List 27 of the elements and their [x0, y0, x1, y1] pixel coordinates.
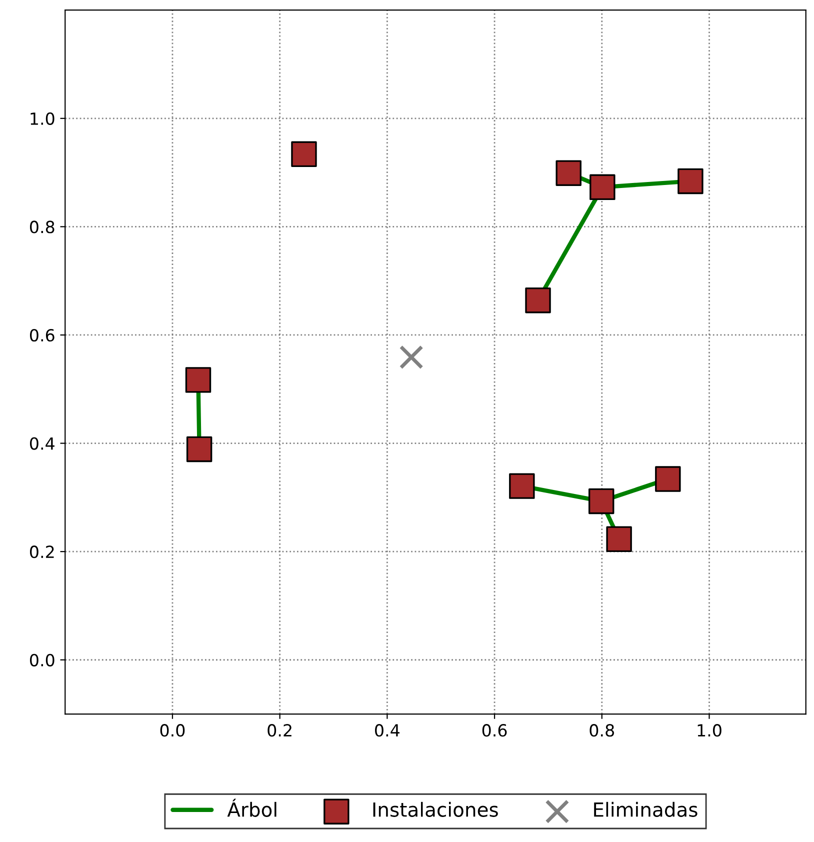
point	[525, 287, 551, 314]
point	[655, 466, 681, 492]
x-tick-label: 0.2	[268, 724, 292, 737]
point	[185, 367, 212, 393]
legend-label: Instalaciones	[373, 802, 498, 817]
x-tick-label: 0.8	[590, 724, 614, 737]
point	[556, 160, 582, 186]
x-tick-label: 0.4	[375, 724, 400, 737]
legend-label: Eliminadas	[594, 802, 698, 817]
x-tick-label: 1.0	[698, 724, 722, 737]
point	[291, 141, 317, 167]
y-tick-label: 0.4	[30, 437, 54, 450]
point	[186, 436, 212, 462]
point	[678, 168, 704, 194]
legend-label: Árbol	[227, 798, 276, 817]
y-tick-label: 0.6	[30, 328, 54, 342]
point	[588, 488, 614, 514]
point	[590, 174, 616, 200]
point	[509, 473, 535, 499]
point	[399, 345, 424, 370]
x-tick-label: 0.0	[160, 724, 185, 737]
y-tick-label: 0.8	[30, 220, 54, 234]
y-tick-label: 0.2	[30, 546, 54, 558]
y-tick-label: 0.0	[30, 654, 54, 666]
x-tick-label: 0.6	[482, 724, 507, 737]
point	[606, 526, 632, 552]
y-tick-label: 1.0	[30, 112, 54, 125]
